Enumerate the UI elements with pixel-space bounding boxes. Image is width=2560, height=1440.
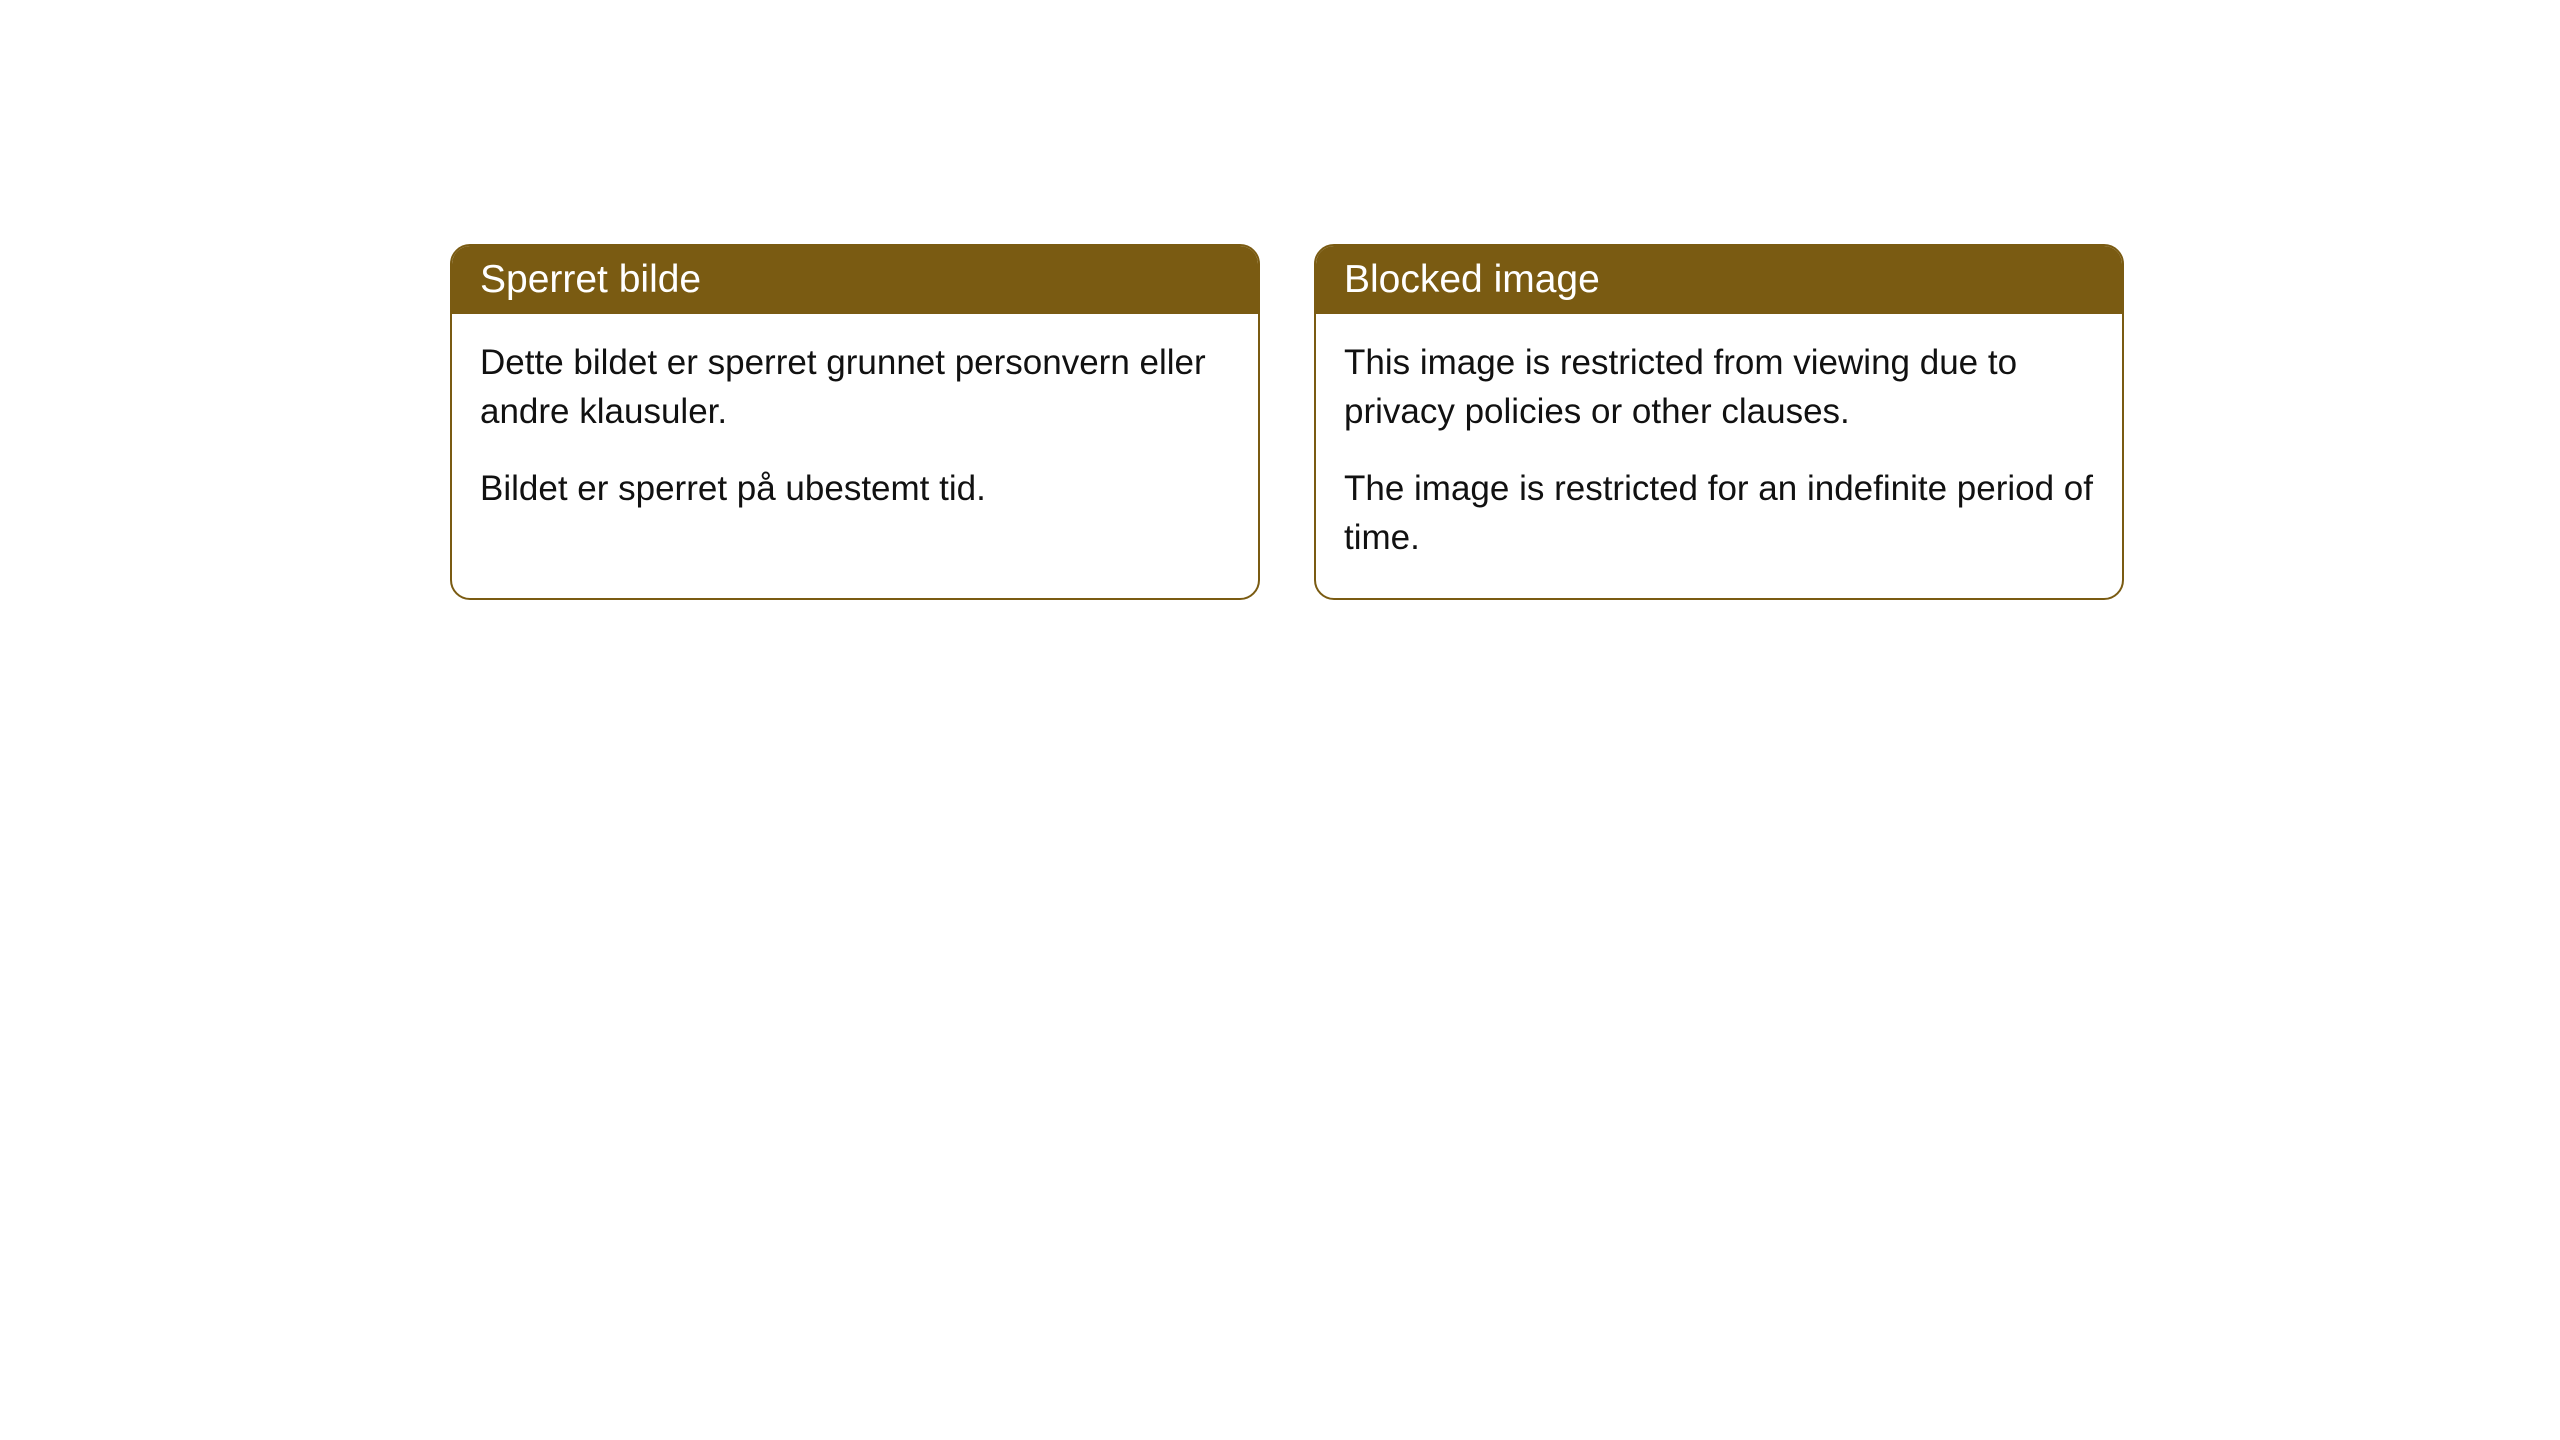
notice-body-no: Dette bildet er sperret grunnet personve… bbox=[452, 314, 1258, 549]
notice-title-en: Blocked image bbox=[1316, 246, 2122, 314]
notice-para2-no: Bildet er sperret på ubestemt tid. bbox=[480, 464, 1230, 513]
notice-body-en: This image is restricted from viewing du… bbox=[1316, 314, 2122, 598]
notice-card-no: Sperret bilde Dette bildet er sperret gr… bbox=[450, 244, 1260, 600]
notice-title-no: Sperret bilde bbox=[452, 246, 1258, 314]
notice-card-en: Blocked image This image is restricted f… bbox=[1314, 244, 2124, 600]
notice-para1-en: This image is restricted from viewing du… bbox=[1344, 338, 2094, 436]
cards-container: Sperret bilde Dette bildet er sperret gr… bbox=[450, 244, 2124, 600]
notice-para2-en: The image is restricted for an indefinit… bbox=[1344, 464, 2094, 562]
notice-para1-no: Dette bildet er sperret grunnet personve… bbox=[480, 338, 1230, 436]
